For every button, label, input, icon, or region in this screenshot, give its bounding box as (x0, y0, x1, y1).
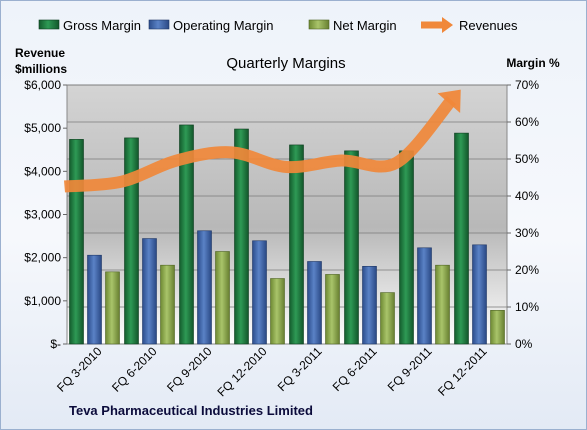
revenues-legend-label: Revenues (459, 18, 518, 33)
x-tick-label: FQ 6-2011 (330, 344, 380, 394)
net-margin-bar (215, 251, 230, 345)
net-margin-bar (435, 264, 450, 345)
operating-margin-bar (252, 240, 267, 345)
right-tick-label: 50% (515, 152, 539, 166)
legend: Gross Margin Operating Margin Net Margin Re… (38, 17, 518, 33)
left-tick-label: $- (50, 337, 61, 351)
left-axis-title-line2: $millions (15, 62, 67, 76)
net-margin-bar (160, 264, 175, 345)
right-tick-label: 30% (515, 226, 539, 240)
left-tick-label: $1,000 (24, 294, 61, 308)
net-margin-bar (105, 271, 120, 345)
x-tick-label: FQ 9-2010 (164, 344, 215, 395)
gross-margin-bar (344, 150, 359, 345)
left-tick-label: $3,000 (24, 208, 61, 222)
gross-margin-bar (454, 132, 469, 345)
net-margin-legend-swatch (308, 19, 330, 30)
revenues-legend-arrow (442, 17, 453, 33)
gross-margin-bar (399, 150, 414, 345)
left-tick-label: $5,000 (24, 121, 61, 135)
left-tick-label: $4,000 (24, 164, 61, 178)
left-tick-label: $2,000 (24, 251, 61, 265)
left-tick-label: $6,000 (24, 78, 61, 92)
operating-margin-bar (87, 254, 102, 345)
right-axis: 0% 10% 20% 30% 40% 50% 60% 70% (507, 78, 539, 351)
right-axis-title: Margin % (506, 56, 560, 70)
left-axis-title-line1: Revenue (15, 46, 65, 60)
operating-margin-legend-label: Operating Margin (173, 18, 273, 33)
right-tick-label: 40% (515, 189, 539, 203)
net-margin-bar (490, 310, 505, 345)
right-tick-label: 10% (515, 300, 539, 314)
gross-margin-bar (69, 139, 84, 345)
gross-margin-bar (179, 124, 194, 345)
net-margin-legend-label: Net Margin (333, 18, 397, 33)
left-axis: $- $1,000 $2,000 $3,000 $4,000 $5,000 $6,000 (24, 78, 67, 351)
x-tick-label: FQ 6-2010 (109, 344, 160, 395)
company-footer: Teva Pharmaceutical Industries Limited (69, 403, 313, 418)
gross-margin-bar (124, 137, 139, 345)
net-margin-bar (325, 274, 340, 345)
net-margin-bar (380, 292, 395, 345)
x-axis: FQ 3-2010 FQ 6-2010 FQ 9-2010 FQ 12-2010 FQ … (54, 344, 490, 399)
gross-margin-bar (289, 144, 304, 345)
revenue-line-series (64, 89, 461, 193)
right-tick-label: 20% (515, 263, 539, 277)
revenues-arrowhead (437, 89, 461, 114)
x-tick-label: FQ 3-2010 (54, 344, 105, 395)
gross-margin-legend-label: Gross Margin (63, 18, 141, 33)
operating-margin-bar (142, 238, 157, 345)
x-tick-label: FQ 3-2011 (275, 344, 325, 394)
right-tick-label: 70% (515, 78, 539, 92)
operating-margin-bar (362, 265, 377, 345)
operating-margin-legend-swatch (148, 19, 170, 30)
operating-margin-bar (307, 261, 322, 345)
bar-series (69, 124, 505, 345)
right-tick-label: 0% (515, 337, 533, 351)
gross-margin-legend-swatch (38, 19, 60, 30)
gross-margin-bar (234, 128, 249, 345)
operating-margin-bar (197, 230, 212, 345)
chart-title: Quarterly Margins (226, 55, 345, 72)
x-tick-label: FQ 12-2011 (435, 344, 490, 399)
x-tick-label: FQ 12-2010 (214, 344, 269, 399)
right-tick-label: 60% (515, 115, 539, 129)
net-margin-bar (270, 278, 285, 345)
revenues-line (64, 96, 457, 193)
x-tick-label: FQ 9-2011 (385, 344, 435, 394)
operating-margin-bar (417, 247, 432, 345)
operating-margin-bar (472, 244, 487, 345)
